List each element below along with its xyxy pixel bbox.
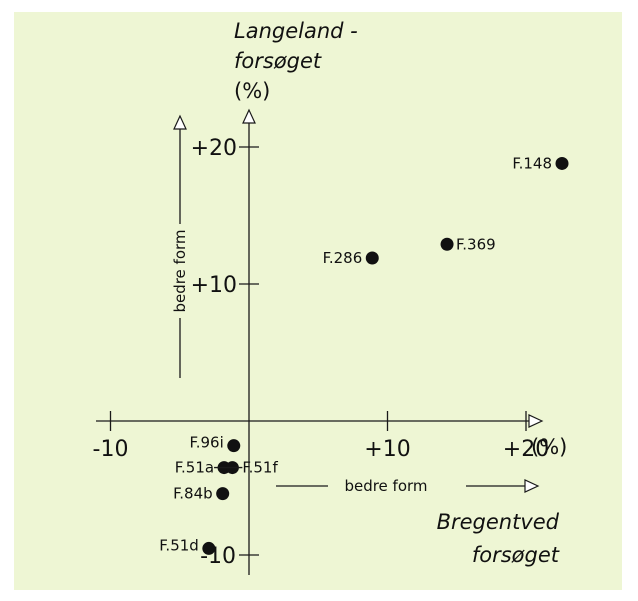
data-point — [440, 237, 454, 251]
data-point-label: F.369 — [456, 235, 496, 253]
x-hint-label: bedre form — [344, 477, 427, 495]
data-point-label: F.51f — [242, 459, 278, 477]
x-tick-label: +20 — [503, 437, 549, 462]
y-tick-label: +20 — [191, 136, 237, 161]
data-point-label: F.286 — [323, 249, 363, 267]
x-axis-title-line-2: forsøget — [472, 543, 560, 567]
data-point-label: F.96i — [190, 434, 224, 452]
x-tick-label: +10 — [364, 437, 410, 462]
x-hint-arrow-icon — [524, 479, 540, 493]
data-point-label: F.148 — [512, 154, 552, 172]
y-hint-arrow-icon — [173, 114, 187, 130]
data-point — [216, 487, 230, 501]
data-point-label: F.51a — [175, 459, 214, 477]
y-axis-title-line-1: Langeland - — [234, 19, 358, 43]
x-axis-unit: (%) — [531, 435, 567, 459]
data-point — [365, 251, 379, 265]
y-tick-label: +10 — [191, 273, 237, 298]
x-tick-label: -10 — [93, 437, 129, 462]
y-axis-arrowhead — [242, 108, 256, 124]
x-axis-arrowhead — [528, 414, 544, 428]
y-axis-title-line-2: forsøget — [234, 49, 322, 73]
y-hint-label: bedre form — [171, 229, 189, 312]
data-point — [555, 156, 569, 170]
point-group: F.148 F.369 F.286 F.96i F.51a F.51f F.84b F.51d — [159, 154, 569, 555]
data-point-label: F.51d — [159, 536, 199, 554]
tick-group: -10 +10 +20+10+20-10 — [93, 136, 550, 569]
y-axis-title-line-3: (%) — [234, 79, 270, 103]
x-axis-title-line-1: Bregentved — [437, 510, 560, 534]
data-point — [227, 439, 241, 453]
data-point — [202, 541, 216, 555]
chart-background — [14, 12, 622, 590]
data-point-label: F.84b — [173, 485, 213, 503]
